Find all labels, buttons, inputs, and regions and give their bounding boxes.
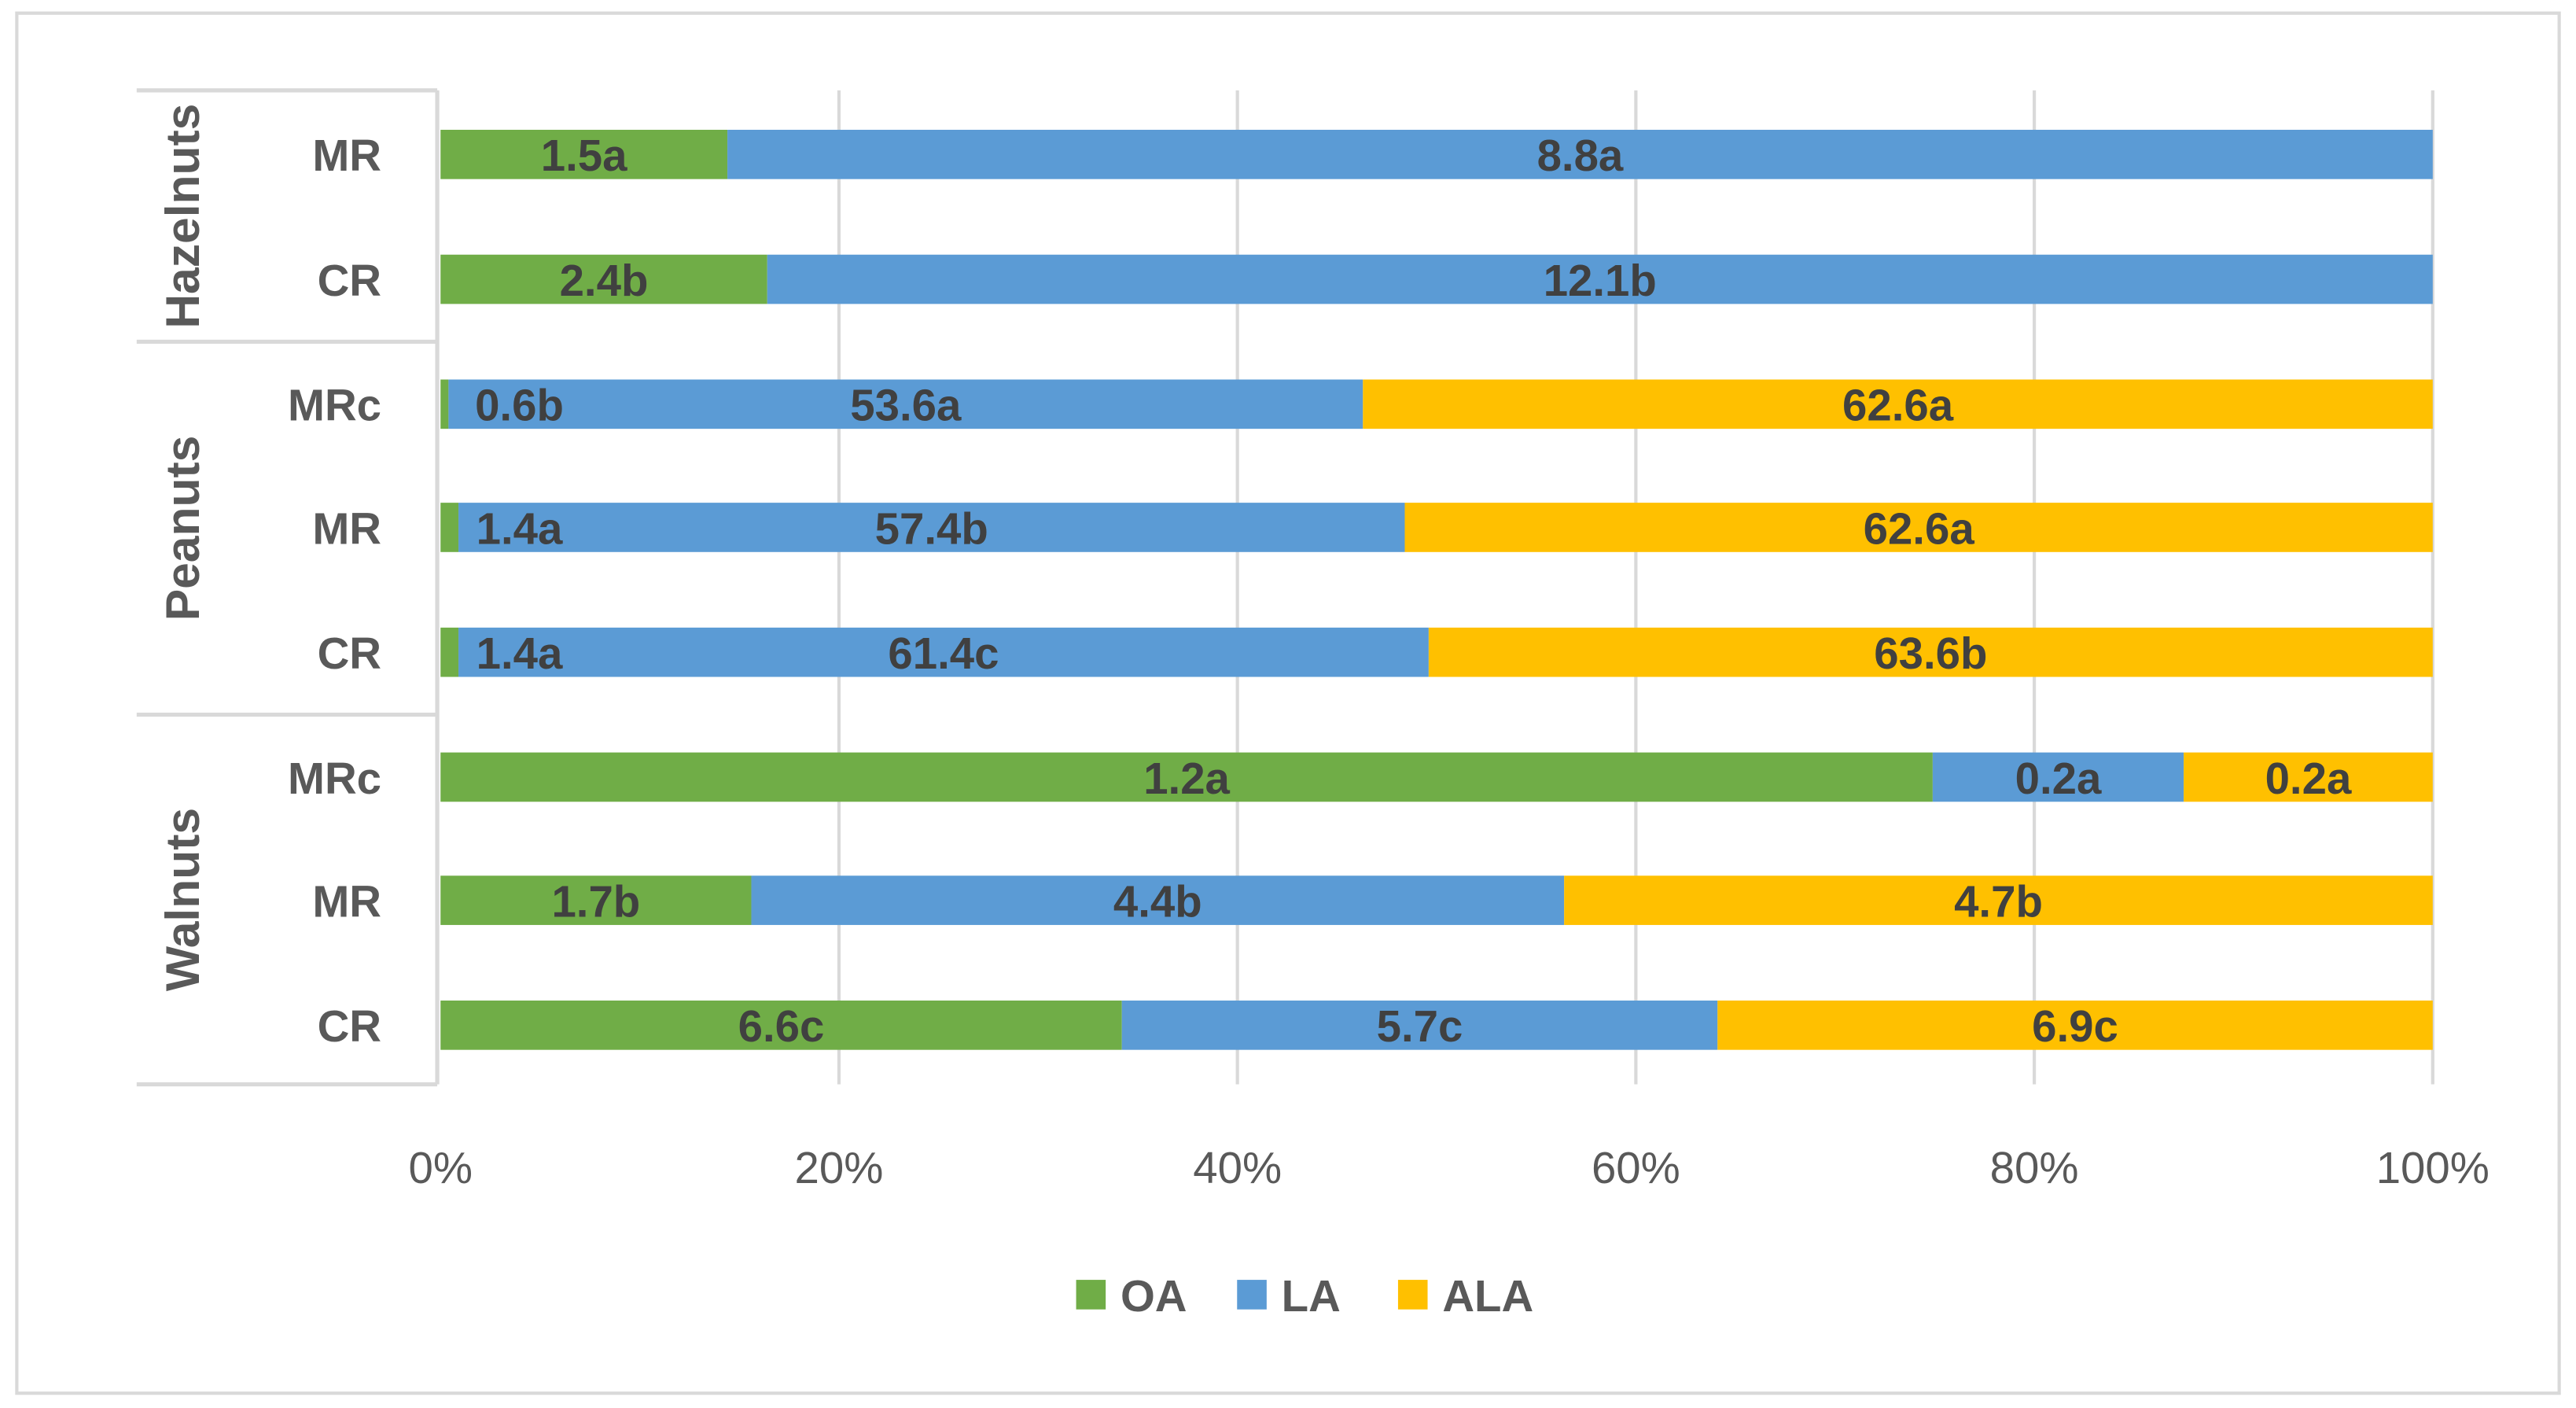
category-label: MR: [312, 503, 381, 553]
bar-segment-la: [458, 503, 1405, 552]
x-tick-label: 20%: [795, 1143, 884, 1192]
category-label: MRc: [288, 381, 381, 430]
bar-segment-oa: [440, 379, 449, 429]
bar-segment-ala: [1428, 627, 2433, 677]
category-label: MRc: [288, 754, 381, 803]
data-label: 1.2a: [1143, 754, 1230, 803]
bar-segment-la: [1121, 1001, 1718, 1050]
bar-segment-oa: [440, 1001, 1122, 1050]
bar-segment-oa: [440, 503, 459, 552]
data-label: 12.1b: [1544, 256, 1657, 305]
bar-segment-ala: [2184, 752, 2433, 802]
data-label: 62.6a: [1864, 503, 1975, 553]
bar-segment-oa: [440, 627, 459, 677]
bar-segment-oa: [440, 752, 1933, 802]
chart-border: [15, 11, 2561, 1395]
group-label: Walnuts: [156, 808, 209, 991]
group-label: Peanuts: [156, 436, 209, 621]
bar-segment-la: [458, 627, 1429, 677]
data-label: 1.7b: [551, 876, 640, 926]
bar-segment-la: [767, 254, 2433, 304]
bar-segment-la: [448, 379, 1363, 429]
group-label: Hazelnuts: [156, 104, 209, 329]
legend-swatch-la: [1237, 1280, 1267, 1310]
category-label: MR: [312, 876, 381, 926]
category-label: CR: [318, 628, 381, 678]
data-label: 2.4b: [560, 256, 649, 305]
category-label: CR: [318, 1001, 381, 1051]
legend-label: ALA: [1442, 1271, 1533, 1321]
data-label: 0.6b: [475, 381, 564, 430]
bar-segment-oa: [440, 254, 767, 304]
bar-segment-la: [1932, 752, 2184, 802]
data-label: 57.4b: [875, 503, 988, 553]
data-label: 4.4b: [1113, 876, 1202, 926]
data-label: 0.2a: [2015, 754, 2102, 803]
x-tick-label: 0%: [408, 1143, 472, 1192]
data-label: 1.4a: [477, 628, 563, 678]
legend-swatch-oa: [1076, 1280, 1106, 1310]
data-label: 6.6c: [738, 1001, 825, 1051]
legend-swatch-ala: [1397, 1280, 1428, 1310]
data-label: 1.4a: [477, 503, 563, 553]
bar-segment-ala: [1564, 875, 2433, 925]
data-label: 61.4c: [888, 628, 999, 678]
bar-segment-ala: [1717, 1001, 2433, 1050]
x-tick-label: 80%: [1990, 1143, 2079, 1192]
data-label: 0.2a: [2265, 754, 2352, 803]
data-label: 62.6a: [1842, 381, 1954, 430]
bar-segment-ala: [1363, 379, 2433, 429]
bar-segment-ala: [1404, 503, 2433, 552]
bar-segment-oa: [440, 130, 728, 179]
legend-label: OA: [1121, 1271, 1187, 1321]
category-label: CR: [318, 256, 381, 305]
data-label: 6.9c: [2032, 1001, 2118, 1051]
bar-segment-oa: [440, 875, 752, 925]
x-tick-label: 40%: [1193, 1143, 1282, 1192]
data-label: 8.8a: [1537, 131, 1624, 180]
bar-segment-la: [751, 875, 1565, 925]
data-label: 4.7b: [1954, 876, 2043, 926]
data-label: 53.6a: [850, 381, 962, 430]
x-tick-label: 60%: [1592, 1143, 1680, 1192]
data-label: 5.7c: [1377, 1001, 1463, 1051]
data-label: 1.5a: [541, 131, 627, 180]
category-label: MR: [312, 131, 381, 180]
bar-segment-la: [727, 130, 2433, 179]
data-label: 63.6b: [1874, 628, 1987, 678]
legend-label: LA: [1282, 1271, 1341, 1321]
x-tick-label: 100%: [2376, 1143, 2490, 1192]
